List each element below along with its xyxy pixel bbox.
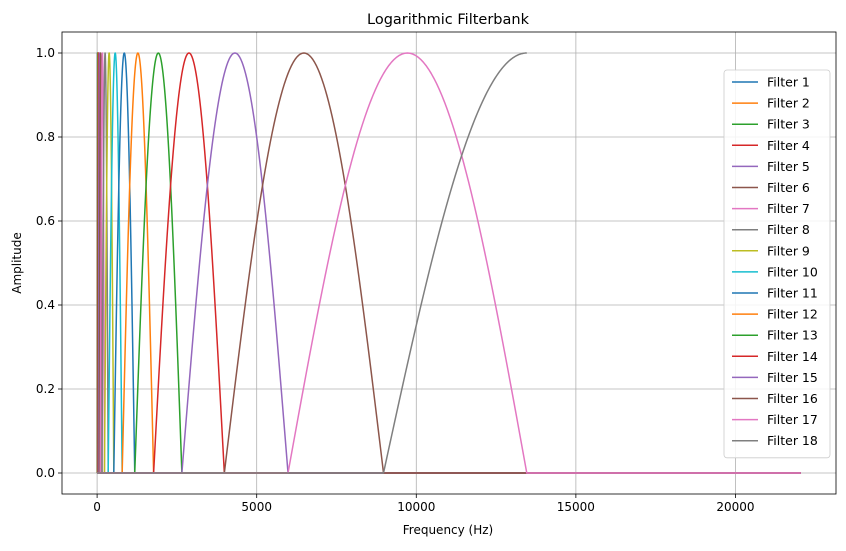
legend-label: Filter 4 xyxy=(767,138,810,153)
legend: Filter 1 Filter 2 Filter 3 Filter 4 Filter 5… xyxy=(723,69,831,459)
y-tick-label: 0.2 xyxy=(36,382,55,396)
series-line-filter-15 xyxy=(97,52,801,474)
series-line-filter-16 xyxy=(97,52,801,474)
x-tick-label: 10000 xyxy=(397,500,435,514)
series-line-filter-12 xyxy=(97,52,801,474)
series-line-filter-17 xyxy=(97,52,801,474)
legend-label: Filter 14 xyxy=(767,349,818,364)
y-tick-label: 0.0 xyxy=(36,466,55,480)
legend-label: Filter 16 xyxy=(767,391,818,406)
legend-label: Filter 8 xyxy=(767,222,810,237)
grid xyxy=(62,32,836,494)
legend-label: Filter 18 xyxy=(767,433,818,448)
y-tick-label: 0.4 xyxy=(36,298,55,312)
legend-label: Filter 17 xyxy=(767,412,818,427)
series-line-filter-7 xyxy=(97,52,801,474)
y-tick-label: 1.0 xyxy=(36,46,55,60)
legend-label: Filter 15 xyxy=(767,370,818,385)
plot-frame xyxy=(61,31,837,495)
legend-label: Filter 13 xyxy=(767,328,818,343)
legend-label: Filter 1 xyxy=(767,75,810,90)
legend-label: Filter 6 xyxy=(767,180,810,195)
legend-label: Filter 5 xyxy=(767,159,810,174)
legend-label: Filter 2 xyxy=(767,96,810,111)
series-line-filter-18 xyxy=(97,52,527,474)
x-tick-label: 5000 xyxy=(241,500,272,514)
series-line-filter-13 xyxy=(97,52,801,474)
y-tick-label: 0.8 xyxy=(36,130,55,144)
series-line-filter-9 xyxy=(97,52,801,474)
x-axis-ticks: 0 5000 10000 15000 20000 xyxy=(93,494,755,514)
series-line-filter-14 xyxy=(97,52,801,474)
chart-title: Logarithmic Filterbank xyxy=(367,12,530,28)
series-line-filter-10 xyxy=(97,52,801,474)
series-line-filter-11 xyxy=(97,52,801,474)
legend-label: Filter 12 xyxy=(767,307,818,322)
y-tick-label: 0.6 xyxy=(36,214,55,228)
x-tick-label: 20000 xyxy=(716,500,754,514)
series-line-filter-8 xyxy=(97,52,801,474)
x-axis-label: Frequency (Hz) xyxy=(403,523,494,537)
y-axis-label: Amplitude xyxy=(10,232,24,294)
y-axis-ticks: 0.0 0.2 0.4 0.6 0.8 1.0 xyxy=(36,46,62,480)
legend-label: Filter 3 xyxy=(767,117,810,132)
legend-label: Filter 11 xyxy=(767,286,818,301)
legend-label: Filter 7 xyxy=(767,201,810,216)
x-tick-label: 0 xyxy=(93,500,101,514)
legend-label: Filter 10 xyxy=(767,264,818,279)
x-tick-label: 15000 xyxy=(557,500,595,514)
plot-curves xyxy=(96,52,801,474)
legend-label: Filter 9 xyxy=(767,243,810,258)
